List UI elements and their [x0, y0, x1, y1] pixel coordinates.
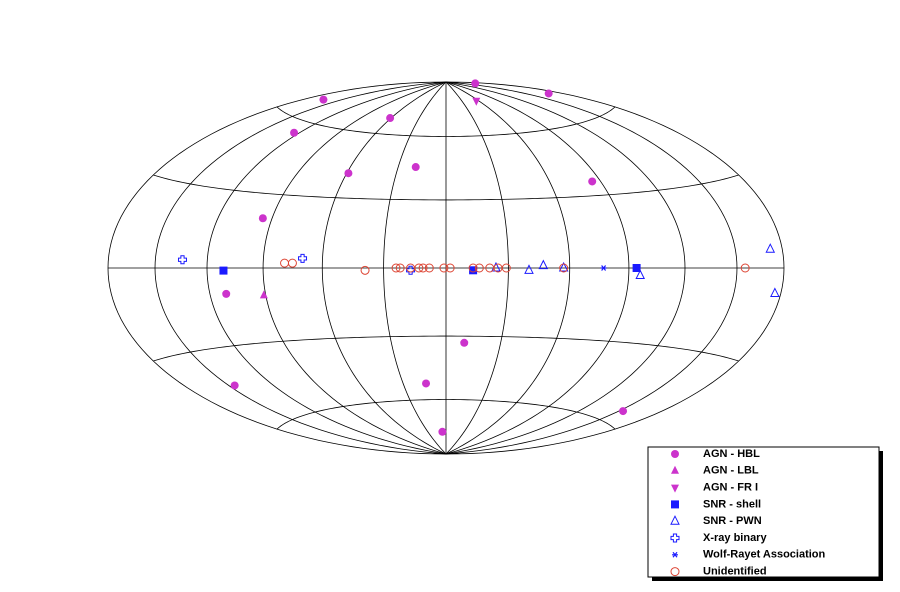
point [287, 258, 297, 268]
legend-symbol [672, 551, 678, 558]
point [445, 263, 455, 273]
point [258, 214, 267, 223]
point [418, 263, 428, 273]
point [770, 287, 780, 297]
point [765, 243, 776, 253]
point [298, 253, 308, 263]
point [319, 95, 328, 104]
legend-symbol [671, 484, 679, 493]
point [474, 263, 484, 273]
point [386, 114, 395, 123]
point [259, 290, 268, 299]
point [230, 381, 239, 390]
point [177, 255, 187, 265]
point [439, 263, 449, 273]
grid-line [107, 81, 447, 455]
point [632, 264, 641, 272]
legend-symbol [670, 533, 680, 543]
point [471, 79, 480, 88]
point [222, 289, 231, 298]
point [414, 263, 424, 273]
point [344, 169, 353, 178]
points [177, 79, 780, 436]
legend-label: SNR - shell [703, 498, 761, 510]
point [619, 407, 628, 416]
legend-label: AGN - LBL [703, 465, 759, 477]
point [424, 263, 434, 273]
grid-line [445, 81, 785, 455]
point [422, 379, 431, 388]
point [360, 265, 370, 275]
point [468, 263, 478, 273]
point [438, 427, 447, 436]
point [472, 97, 481, 106]
legend-label: X-ray binary [703, 532, 767, 544]
point [280, 258, 290, 268]
point [558, 261, 569, 272]
point [600, 265, 607, 271]
point [501, 263, 511, 273]
point [391, 263, 401, 273]
point [538, 259, 549, 270]
grid-line [153, 335, 739, 362]
legend-entries: AGN - HBL AGN - LBL AGN - FR I SNR - shell S… [670, 448, 826, 578]
legend-label: Unidentified [703, 566, 767, 578]
legend-symbol [671, 465, 679, 474]
legend-symbol [670, 515, 680, 525]
point [395, 263, 405, 273]
legend-label: AGN - FR I [703, 482, 758, 494]
point [469, 266, 478, 275]
point [635, 269, 646, 280]
point [588, 177, 597, 186]
grid-line [276, 106, 616, 137]
point [544, 89, 553, 98]
point [219, 266, 228, 275]
legend-label: SNR - PWN [703, 515, 762, 527]
grid-line [276, 399, 616, 430]
grid-line [153, 174, 739, 201]
legend-label: Wolf-Rayet Association [703, 549, 826, 561]
legend-symbol [670, 567, 680, 577]
point [740, 263, 750, 273]
legend-symbol [671, 500, 679, 509]
point [290, 128, 299, 137]
legend-label: AGN - HBL [703, 448, 760, 460]
point [411, 163, 420, 172]
legend-symbol [671, 450, 679, 458]
point [559, 263, 569, 273]
legend [647, 446, 880, 578]
point [524, 264, 534, 274]
point [460, 338, 469, 347]
